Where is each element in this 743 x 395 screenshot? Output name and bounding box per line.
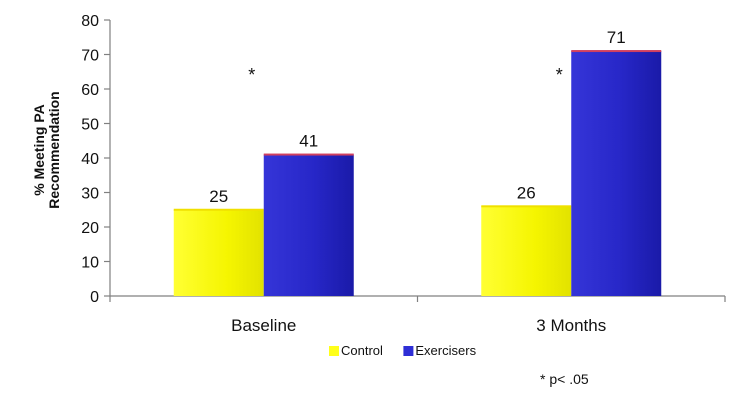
y-tick-label: 40	[81, 151, 99, 168]
data-label-exercisers-0: 41	[299, 132, 318, 151]
bar-cap-exercisers-0	[263, 153, 354, 156]
labels: 25 41 * Baseline 26 71 * 3 Months * p< .05	[209, 28, 625, 387]
footnote: * p< .05	[540, 371, 589, 387]
data-label-exercisers-1: 71	[607, 28, 626, 47]
legend-label-exercisers: Exercisers	[415, 343, 476, 358]
y-tick-label: 0	[90, 289, 99, 306]
legend-swatch-exercisers	[403, 346, 414, 356]
significance-marker: *	[556, 65, 563, 85]
y-tick-label: 20	[81, 220, 99, 237]
y-axis-label: % Meeting PARecommendation	[31, 91, 62, 208]
axes: 0 10 20 30 40 50 60 70 80	[81, 13, 726, 306]
legend-label-control: Control	[341, 343, 383, 358]
y-tick-label: 60	[81, 82, 99, 99]
y-tick-label: 80	[81, 13, 99, 30]
bar-exercisers-0	[263, 154, 354, 296]
x-category-label: 3 Months	[536, 316, 606, 335]
legend: Control Exercisers	[329, 343, 477, 358]
bar-exercisers-1	[571, 51, 662, 296]
bar-cap-control-0	[173, 208, 264, 211]
significance-marker: *	[248, 65, 255, 85]
x-category-label: Baseline	[231, 316, 296, 335]
y-tick-label: 10	[81, 255, 99, 272]
bar-control-0	[173, 209, 264, 296]
bar-control-1	[481, 206, 572, 296]
data-label-control-1: 26	[517, 183, 536, 202]
y-axis-title: % Meeting PARecommendation	[31, 91, 62, 208]
y-tick-label: 30	[81, 186, 99, 203]
y-tick-label: 70	[81, 48, 99, 65]
bar-cap-exercisers-1	[571, 50, 662, 53]
legend-swatch-control	[329, 346, 339, 356]
y-tick-label: 50	[81, 117, 99, 134]
bar-cap-control-1	[481, 205, 572, 208]
bars	[173, 50, 662, 296]
data-label-control-0: 25	[209, 187, 228, 206]
